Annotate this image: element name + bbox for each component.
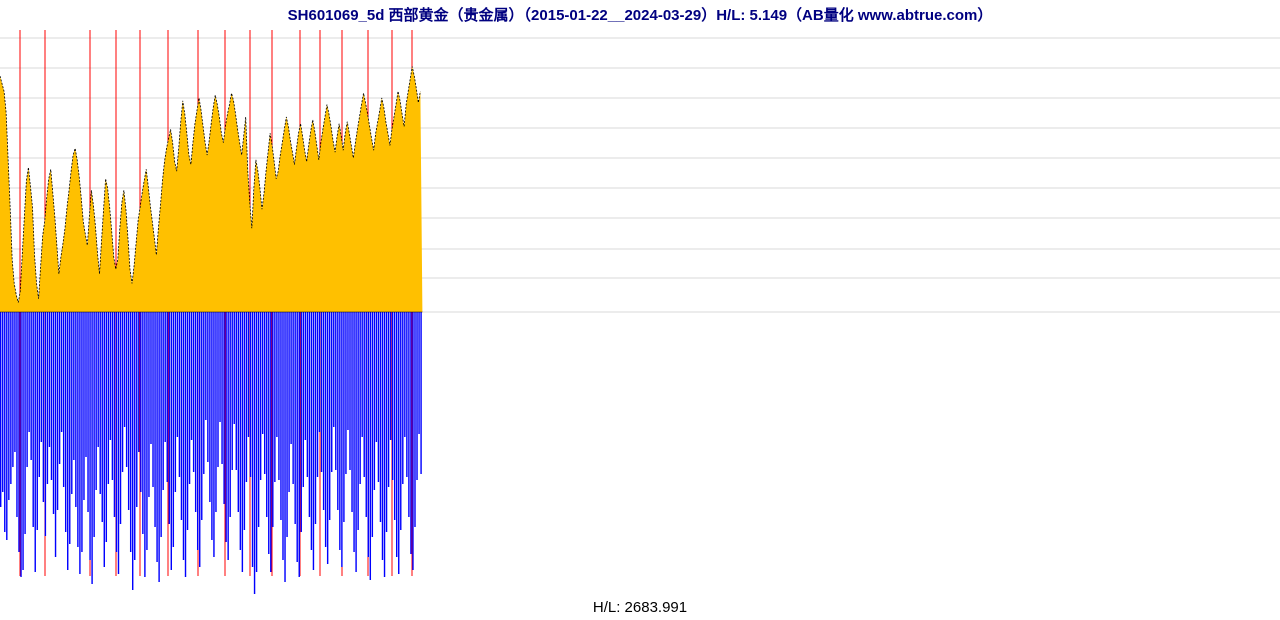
bottom-label: H/L: 2683.991 — [0, 599, 1280, 616]
price-volume-chart — [0, 24, 1280, 596]
chart-area — [0, 24, 1280, 596]
chart-title: SH601069_5d 西部黄金（贵金属）（2015-01-22__2024-0… — [0, 4, 1280, 25]
